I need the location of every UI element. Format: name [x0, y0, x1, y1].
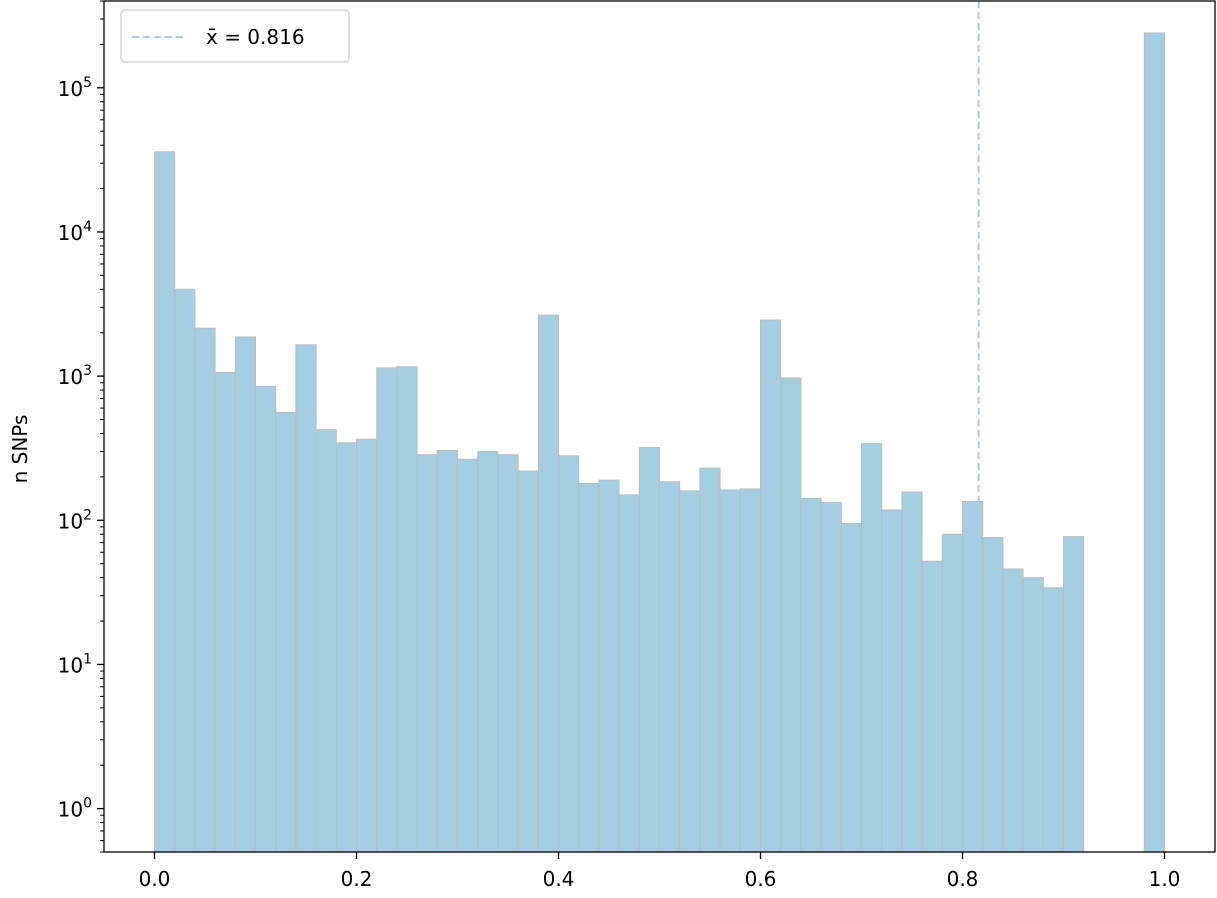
histogram-bar-6	[275, 411, 297, 853]
histogram-bar-26	[679, 490, 701, 853]
histogram-bars	[154, 32, 1166, 853]
histogram-bar-33	[820, 501, 842, 853]
histogram-bar-27	[699, 467, 721, 853]
histogram-bar-36	[881, 509, 903, 853]
y-tick-label-4: 104	[58, 219, 92, 245]
histogram-bar-16	[477, 450, 499, 853]
y-axis-ticks: 100 101 102 103 104 105	[58, 0, 104, 853]
histogram-bar-8	[315, 429, 337, 853]
histogram-bar-23	[618, 494, 640, 853]
histogram-bar-4	[234, 336, 257, 853]
histogram-bar-14	[436, 449, 458, 853]
histogram-bar-19	[537, 314, 559, 853]
histogram-bar-44	[1042, 587, 1065, 853]
histogram-bar-41	[982, 536, 1004, 853]
histogram-bar-17	[497, 454, 519, 853]
histogram-bar-20	[558, 455, 580, 853]
x-tick-label-5: 1.0	[1149, 867, 1181, 891]
histogram-bar-38	[921, 560, 943, 853]
histogram-bar-1	[174, 288, 196, 853]
y-tick-label-2: 102	[58, 507, 92, 533]
histogram-bar-22	[598, 479, 620, 853]
histogram-bar-39	[941, 533, 963, 853]
histogram-bar-34	[840, 522, 862, 853]
y-tick-label-3: 103	[58, 363, 92, 389]
histogram-bar-2	[194, 327, 216, 853]
histogram-bar-18	[517, 470, 539, 853]
histogram-bar-35	[861, 443, 883, 853]
histogram-bar-9	[335, 442, 357, 853]
histogram-bar-30	[760, 319, 782, 853]
histogram-bar-5	[255, 385, 277, 853]
histogram-bar-45	[1063, 536, 1085, 853]
x-tick-label-4: 0.8	[947, 867, 979, 891]
legend-box	[120, 9, 350, 63]
histogram-bar-25	[659, 481, 681, 853]
histogram-bar-21	[578, 482, 600, 853]
histogram-bar-37	[901, 491, 923, 853]
x-tick-label-0: 0.0	[139, 867, 171, 891]
histogram-bar-11	[376, 367, 398, 853]
legend-label: x̄ = 0.816	[206, 25, 305, 49]
histogram-bar-0	[154, 151, 176, 853]
histogram-bar-42	[1002, 568, 1024, 853]
histogram-bar-32	[800, 497, 822, 853]
histogram-bar-3	[214, 371, 236, 853]
x-tick-label-1: 0.2	[341, 867, 373, 891]
histogram-bar-31	[780, 377, 802, 853]
histogram-bar-24	[638, 446, 660, 853]
y-tick-label-0: 100	[58, 796, 92, 822]
y-tick-label-1: 101	[58, 651, 92, 677]
histogram-bar-15	[457, 458, 479, 853]
legend: x̄ = 0.816	[120, 9, 350, 63]
x-tick-label-2: 0.4	[543, 867, 575, 891]
y-axis-label: n SNPs	[8, 415, 32, 484]
histogram-bar-43	[1022, 577, 1044, 853]
histogram-bar-29	[739, 488, 761, 853]
x-tick-label-3: 0.6	[745, 867, 777, 891]
histogram-bar-40	[962, 500, 984, 853]
histogram-bar-12	[396, 366, 418, 853]
histogram-bar-28	[719, 489, 741, 853]
plot-frame	[103, 0, 1216, 853]
histogram-bar-7	[295, 344, 317, 853]
x-axis-ticks: 0.0 0.2 0.4 0.6 0.8 1.0	[139, 852, 1181, 891]
histogram-bar-10	[356, 438, 378, 853]
histogram-bar-13	[416, 454, 438, 853]
y-tick-label-5: 105	[58, 75, 92, 101]
histogram-bar-46	[1143, 32, 1166, 853]
